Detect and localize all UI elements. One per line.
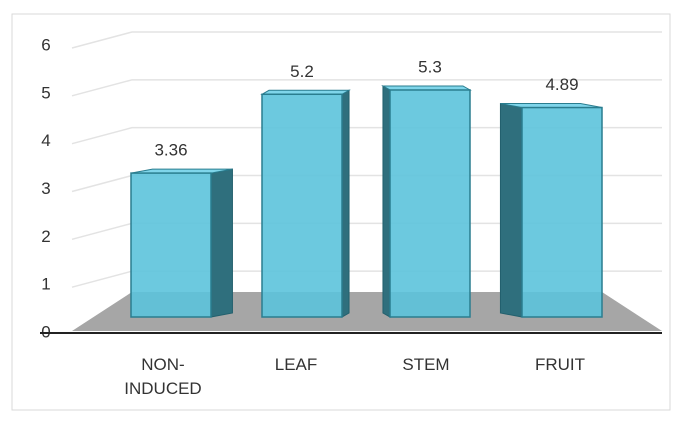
bar-side [382,85,391,318]
y-tick-label: 0 [41,322,50,341]
y-tick-label: 6 [41,35,50,54]
bar [389,89,471,318]
x-tick-label: LEAF [274,355,318,374]
y-tick-label: 4 [41,131,50,150]
x-tick-label: NON-INDUCED [124,355,202,398]
y-tick-label: 2 [41,227,50,246]
data-label: 4.89 [545,75,578,94]
grid-line [71,126,662,145]
bar-side [341,89,350,318]
bar-side [210,168,233,318]
x-tick-label: STEM [402,355,450,374]
data-label: 3.36 [154,141,187,160]
data-label: 5.3 [418,57,442,76]
grid-line [71,31,662,49]
bar [130,172,212,318]
bar [521,106,603,318]
y-tick-label: 1 [41,275,50,294]
y-tick-label: 3 [41,179,50,198]
data-label: 5.2 [290,62,314,81]
bar-side [499,102,523,318]
grid-line [71,79,662,97]
y-tick-label: 5 [41,83,50,102]
x-tick-label: FRUIT [534,355,586,374]
bar [261,93,343,318]
